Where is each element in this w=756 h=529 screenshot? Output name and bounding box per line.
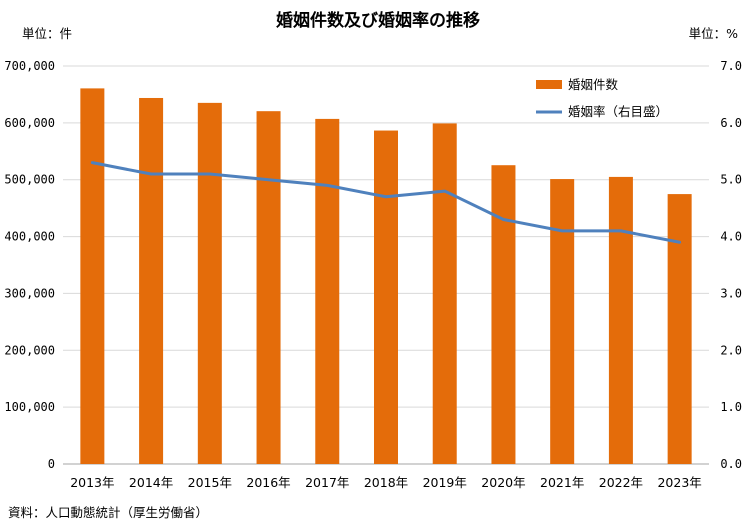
chart-title: 婚姻件数及び婚姻率の推移 xyxy=(276,10,480,31)
left-axis-ticks: 0 100,000 200,000 300,000 400,000 500,000 600,… xyxy=(4,59,55,471)
right-tick-label: 6.0 xyxy=(720,116,742,130)
bar xyxy=(315,118,340,465)
right-tick-label: 2.0 xyxy=(720,343,742,357)
x-tick-label: 2017年 xyxy=(305,475,349,490)
legend-bar-label: 婚姻件数 xyxy=(568,77,619,92)
x-tick-label: 2018年 xyxy=(364,475,408,490)
right-unit-label: 単位：% xyxy=(689,26,739,41)
right-tick-label: 1.0 xyxy=(720,400,742,414)
bar xyxy=(491,165,516,464)
rate-line xyxy=(90,161,682,244)
x-tick-label: 2023年 xyxy=(657,475,701,490)
right-axis-ticks: 0.0 1.0 2.0 3.0 4.0 5.0 6.0 7.0 xyxy=(720,59,742,471)
bar xyxy=(432,123,457,464)
line-series xyxy=(90,161,682,244)
x-tick-label: 2022年 xyxy=(599,475,643,490)
legend-bar-swatch xyxy=(536,80,562,89)
right-tick-label: 3.0 xyxy=(720,286,742,300)
x-tick-label: 2013年 xyxy=(70,475,114,490)
right-tick-label: 5.0 xyxy=(720,173,742,187)
left-tick-label: 600,000 xyxy=(4,116,55,130)
bar xyxy=(197,102,222,465)
x-tick-label: 2021年 xyxy=(540,475,584,490)
right-tick-label: 7.0 xyxy=(720,59,742,73)
x-tick-label: 2015年 xyxy=(188,475,232,490)
left-tick-label: 300,000 xyxy=(4,286,55,300)
bar-series xyxy=(80,88,692,465)
source-note: 資料：人口動態統計（厚生労働省） xyxy=(8,505,208,520)
left-tick-label: 100,000 xyxy=(4,400,55,414)
x-axis-ticks: 2013年 2014年 2015年 2016年 2017年 2018年 2019年 2020年… xyxy=(70,475,702,490)
x-tick-label: 2014年 xyxy=(129,475,173,490)
x-tick-label: 2019年 xyxy=(423,475,467,490)
left-unit-label: 単位：件 xyxy=(22,26,72,41)
bar xyxy=(667,194,692,464)
left-tick-label: 700,000 xyxy=(4,59,55,73)
bar xyxy=(550,179,575,464)
right-tick-label: 0.0 xyxy=(720,457,742,471)
left-tick-label: 200,000 xyxy=(4,343,55,357)
left-tick-label: 500,000 xyxy=(4,173,55,187)
x-tick-label: 2020年 xyxy=(481,475,525,490)
bar xyxy=(139,97,164,464)
bar xyxy=(374,130,398,465)
x-tick-label: 2016年 xyxy=(246,475,290,490)
bar xyxy=(256,111,281,464)
right-tick-label: 4.0 xyxy=(720,230,742,244)
left-tick-label: 400,000 xyxy=(4,230,55,244)
legend: 婚姻件数 婚姻率（右目盛） xyxy=(536,77,668,119)
legend-line-label: 婚姻率（右目盛） xyxy=(568,104,668,119)
bar xyxy=(80,88,105,465)
bar xyxy=(608,176,633,464)
left-tick-label: 0 xyxy=(48,457,55,471)
